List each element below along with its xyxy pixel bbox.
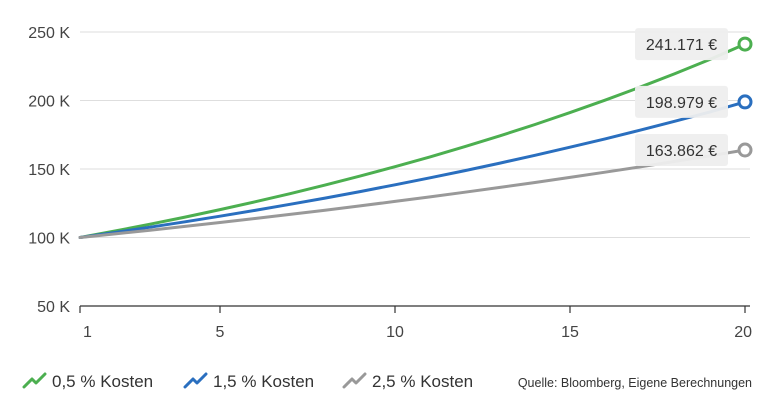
- plot-area: [78, 42, 747, 239]
- y-tick-label: 150 K: [28, 162, 70, 179]
- y-tick-label: 200 K: [28, 94, 70, 111]
- trend-line-icon: [183, 372, 208, 389]
- legend-item-2: 1,5 % Kosten: [183, 372, 314, 391]
- end-value-label: 163.862 €: [646, 143, 717, 160]
- legend: 0,5 % Kosten 1,5 % Kosten 2,5 % Kosten: [22, 372, 473, 391]
- series-line-1: [78, 42, 747, 239]
- series-end-marker: [737, 36, 753, 52]
- legend-label: 2,5 % Kosten: [372, 372, 473, 391]
- source-note: Quelle: Bloomberg, Eigene Berechnungen: [518, 376, 752, 390]
- end-value-label: 241.171 €: [646, 37, 717, 54]
- x-tick-label: 1: [83, 324, 92, 341]
- legend-item-1: 0,5 % Kosten: [22, 372, 153, 391]
- trend-line-icon: [22, 372, 47, 389]
- end-value-box: [635, 85, 728, 118]
- x-axis: 1 5 10 15 20: [79, 305, 752, 341]
- trend-line-icon: [342, 372, 367, 389]
- series-end-marker: [737, 142, 753, 158]
- end-value-box: [635, 28, 728, 61]
- x-tick-label: 10: [386, 324, 404, 341]
- y-tick-label: 250 K: [28, 25, 70, 42]
- legend-label: 0,5 % Kosten: [52, 372, 153, 391]
- x-tick-label: 15: [561, 324, 579, 341]
- end-value-box: [635, 134, 728, 167]
- legend-label: 1,5 % Kosten: [213, 372, 314, 391]
- y-tick-label: 50 K: [37, 299, 70, 316]
- end-value-label: 198.979 €: [646, 95, 717, 112]
- series-end-marker: [737, 94, 753, 110]
- y-tick-label: 100 K: [28, 231, 70, 248]
- x-tick-label: 20: [734, 324, 752, 341]
- y-axis: 50 K 100 K 150 K 200 K 250 K: [28, 25, 70, 316]
- legend-item-3: 2,5 % Kosten: [342, 372, 473, 391]
- x-tick-label: 5: [216, 324, 225, 341]
- series-line-3: [78, 148, 747, 239]
- end-value-labels: 241.171 € 198.979 € 163.862 €: [635, 28, 753, 167]
- series-line-2: [78, 100, 747, 239]
